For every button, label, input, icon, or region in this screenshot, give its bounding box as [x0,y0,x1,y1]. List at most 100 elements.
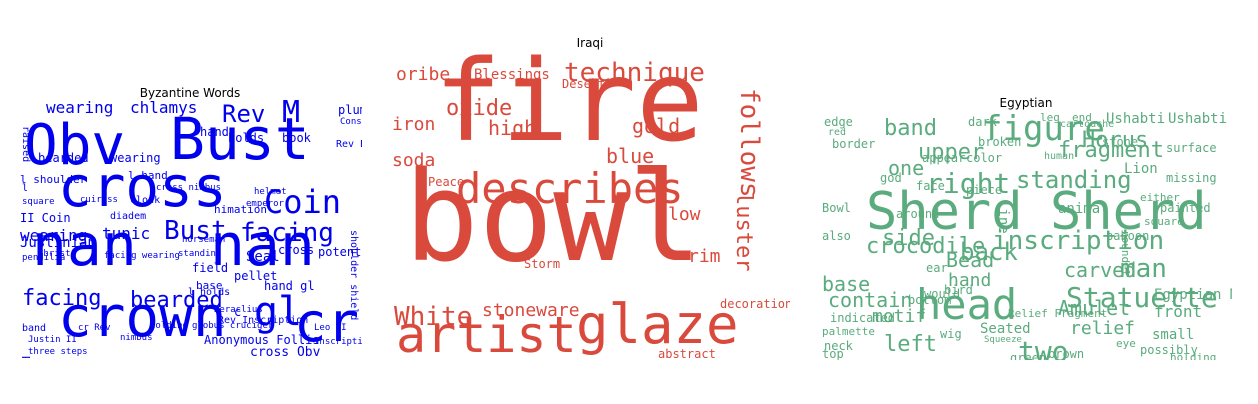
word-3: artist [396,306,577,362]
word-5: crown [58,285,227,350]
word-74: eye [1116,337,1136,350]
word-61: standing [178,249,222,259]
word-18: wearing [20,226,88,245]
word-57: edge [824,115,853,129]
word-42: cuirass [80,195,118,205]
word-62: cartouche [1060,119,1115,130]
word-2: cross [58,155,227,220]
word-23: Justinian [20,235,96,251]
word-62: pendilia [22,253,66,263]
word-70: around [896,207,940,221]
word-69: appear [922,151,966,165]
word-37: himation [214,203,267,216]
word-12: bearded [130,288,223,313]
iraqi-title: Iraqi [576,36,604,50]
word-9: Rev [222,100,266,128]
word-60: facing wearing [104,251,180,261]
word-29: Ushabti [1106,112,1166,127]
word-40: baboon [1106,229,1150,243]
egyptian-word-cloud: Sherd Sherd head figure right standing inscrip… [820,112,1232,360]
word-67: Inscription [314,337,362,347]
word-64: Leo VI [314,323,347,333]
word-1: Sherd [1050,182,1207,242]
word-52: painted [1160,201,1211,215]
word-46: Christ [38,249,71,259]
word-19: Amulet [1058,296,1131,320]
word-23: decoration [720,297,790,311]
word-51: brown [1048,347,1085,360]
word-35: Seated [980,321,1031,337]
word-27: motif [872,306,927,327]
word-24: II Coin [20,211,71,225]
word-58: Constans II [340,117,362,127]
word-65: bottom [908,293,952,307]
word-75: leg [1040,112,1060,124]
word-65: holding [150,321,188,331]
word-30: Ushabti [1168,112,1228,127]
word-12: side [882,226,935,251]
word-9: high [488,116,537,140]
word-34: surface [1166,141,1217,155]
word-29: potent [318,245,362,259]
word-10: M [282,100,301,130]
word-63: palmette [822,325,875,338]
word-21: carved [1064,258,1137,282]
word-5: technique [564,58,705,88]
word-13: Horus [1082,128,1149,153]
word-50: band [22,323,47,334]
word-56: stone [1102,135,1139,149]
word-14: facing [240,218,334,248]
word-38: plume [338,103,362,117]
word-7: gl [254,289,303,335]
word-17: White [394,302,473,332]
word-40: l hand [128,169,168,182]
word-44: dark [968,115,997,129]
word-22: front [1154,302,1203,321]
word-67: would [924,287,961,301]
word-18: Bead [946,248,995,272]
word-13: soda [392,150,436,171]
word-13: Bust [164,216,227,246]
iraqi-word-cloud: fire bowl glaze artist describes technique fol… [390,52,790,362]
word-57: l [22,183,29,194]
word-45: l holds [188,287,231,298]
word-18: stoneware [482,300,580,321]
word-31: one [888,156,925,180]
word-14: oribe [396,64,451,85]
word-20: rim [688,246,721,267]
word-39: possibly [1140,343,1198,357]
word-11: crocodile [866,234,986,259]
word-52: shoulder shield [348,230,359,321]
word-54: Bowl [822,201,851,215]
word-33: line [995,200,1011,234]
word-1: bowl [404,146,703,290]
word-51: cloak [130,195,161,206]
word-27: pellet [234,269,278,283]
word-0: Obv [24,113,126,178]
word-26: contain [828,288,913,312]
word-16: chlamys [130,100,198,117]
word-3: figure [982,112,1105,149]
word-14: fragment [1058,138,1164,163]
word-6: cr [294,291,360,354]
word-66: Rev Bust [336,139,362,150]
word-15: band [884,116,937,141]
word-33: raised [20,126,31,163]
word-63: globus cruciger [192,321,274,331]
word-6: follows [734,88,764,198]
word-50: green [1010,351,1047,360]
word-58: god [880,171,902,185]
word-30: Anonymous Follis [204,333,320,347]
word-4: nan [210,211,315,279]
word-36: base [196,279,223,292]
word-39: l shoulder [20,173,87,186]
word-31: cross Obv [250,345,321,358]
word-71: either [1140,191,1180,204]
word-37: Egyptian Manuscripts [1154,287,1232,303]
word-28: hand [948,270,992,291]
word-20: relief [1070,318,1136,339]
word-49: Justin II [28,335,77,345]
word-76: end [1072,112,1092,124]
word-32: hand [200,125,229,139]
word-0: Sherd [866,182,1023,242]
